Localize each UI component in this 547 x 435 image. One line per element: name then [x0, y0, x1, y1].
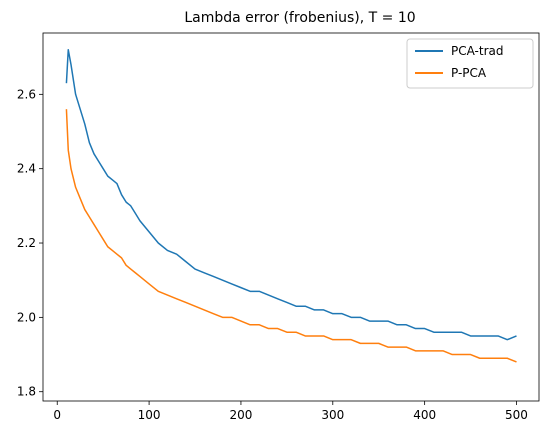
x-axis: 0 100 200 300 400 500 [53, 401, 528, 422]
y-tick-label: 2.4 [17, 162, 36, 176]
legend-label-p-pca: P-PCA [451, 66, 487, 80]
series-layer [66, 50, 516, 362]
x-tick-label: 0 [53, 408, 61, 422]
x-tick-label: 400 [413, 408, 436, 422]
legend: PCA-trad P-PCA [407, 39, 533, 88]
x-tick-label: 300 [321, 408, 344, 422]
chart-title: Lambda error (frobenius), T = 10 [184, 10, 415, 26]
y-tick-label: 2.0 [17, 310, 36, 324]
y-tick-label: 2.2 [17, 236, 36, 250]
y-tick-label: 2.6 [17, 87, 36, 101]
legend-label-pca-trad: PCA-trad [451, 44, 504, 58]
x-tick-label: 100 [138, 408, 161, 422]
y-axis: 1.8 2.0 2.2 2.4 2.6 [17, 87, 43, 398]
x-tick-label: 500 [505, 408, 528, 422]
x-tick-label: 200 [229, 408, 252, 422]
y-tick-label: 1.8 [17, 385, 36, 399]
series-line-p-pca [66, 109, 516, 362]
series-line-pca-trad [66, 50, 516, 340]
